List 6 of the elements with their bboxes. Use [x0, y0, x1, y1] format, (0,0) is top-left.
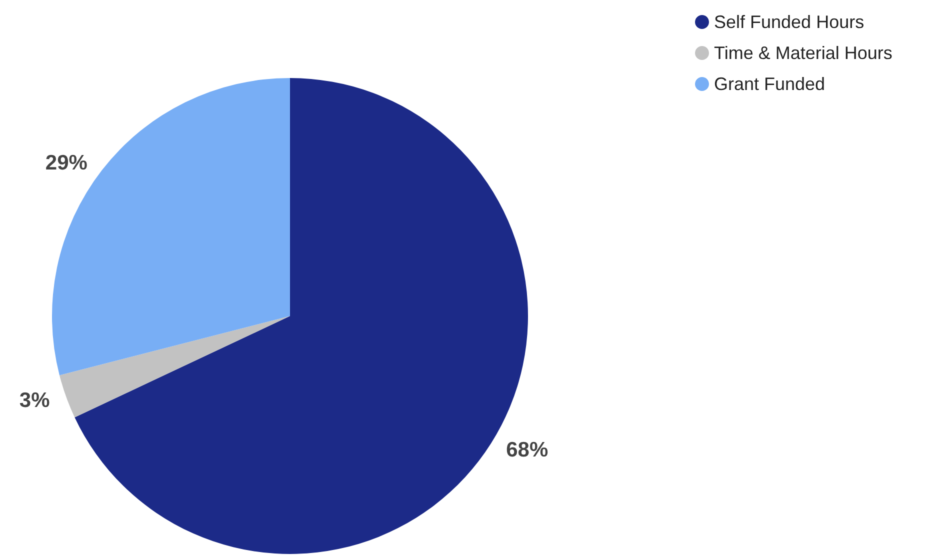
legend-label: Grant Funded	[714, 74, 826, 94]
data-label: 3%	[19, 389, 50, 412]
data-label: 68%	[506, 438, 548, 462]
data-label: 29%	[45, 151, 88, 174]
legend-label: Time & Material Hours	[714, 43, 892, 63]
legend-label: Self Funded Hours	[714, 12, 864, 32]
